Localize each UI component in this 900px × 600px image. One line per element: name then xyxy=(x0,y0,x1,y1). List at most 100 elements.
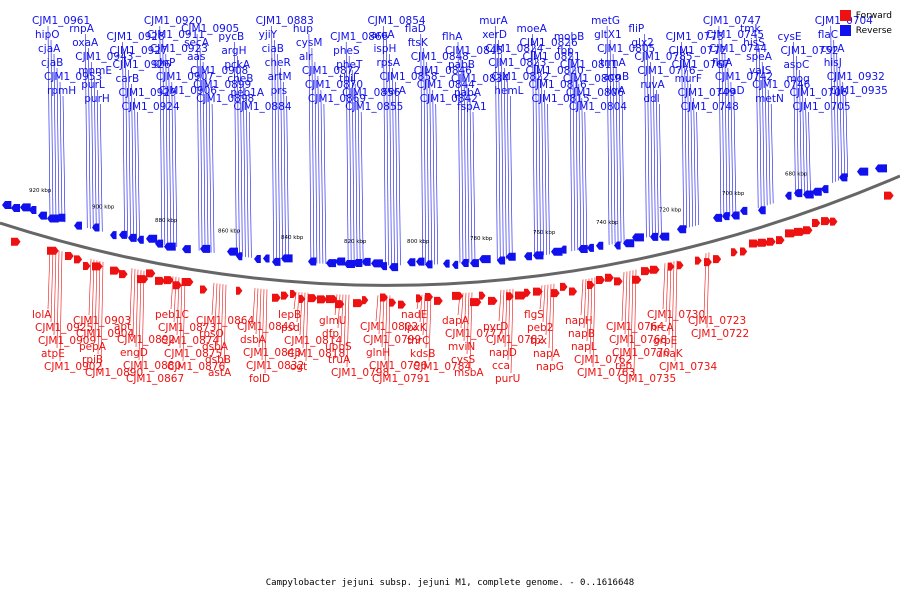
leader-line xyxy=(802,83,805,193)
forward-gene xyxy=(182,277,194,286)
gene-label: argH xyxy=(221,45,246,57)
leader-line xyxy=(653,75,656,236)
reverse-gene xyxy=(452,260,459,269)
gene-label: CJM1_0845 xyxy=(445,45,503,57)
gene-label: CJM1_0904 xyxy=(76,328,134,340)
legend-forward-label: Forward xyxy=(855,10,892,21)
gene-label: CJM1_0866 xyxy=(330,31,388,43)
reverse-gene xyxy=(560,245,567,254)
leader-line xyxy=(693,97,696,226)
reverse-gene xyxy=(344,259,355,268)
leader-line xyxy=(839,67,843,180)
forward-gene xyxy=(731,248,738,257)
leader-line xyxy=(182,278,186,362)
gene-label: CJM1_0796 xyxy=(369,360,427,372)
reverse-gene xyxy=(74,221,82,230)
leader-line xyxy=(761,61,765,207)
gene-label: dsbA xyxy=(240,334,267,346)
leader-line xyxy=(122,41,125,237)
gene-label: ogt xyxy=(290,361,307,373)
scale-label: 680 kbp xyxy=(785,172,808,178)
leader-line xyxy=(429,75,433,265)
gene-label: rpsA xyxy=(376,57,400,69)
forward-gene xyxy=(704,258,712,267)
gene-label: glnH xyxy=(366,347,390,359)
leader-line xyxy=(501,289,505,335)
gene-label: CJM1_0873 xyxy=(158,322,216,334)
reverse-features xyxy=(2,164,887,272)
leader-line xyxy=(211,282,215,316)
leader-line xyxy=(624,271,628,335)
gene-label: CJM1_0747 xyxy=(703,15,761,27)
gene-label: hemL xyxy=(494,85,523,97)
leader-line xyxy=(296,292,300,323)
gene-label: napH xyxy=(565,315,593,327)
gene-label: CJM1_0844 xyxy=(417,79,475,91)
gene-label: dapA xyxy=(442,315,470,327)
reverse-gene xyxy=(335,257,346,266)
leader-line xyxy=(727,67,731,217)
leader-line xyxy=(509,95,513,259)
leader-line xyxy=(575,69,579,251)
reverse-gene xyxy=(578,245,588,254)
forward-gene xyxy=(605,273,614,282)
gene-label: CJM1_0846 xyxy=(414,65,472,77)
reverse-gene xyxy=(506,252,516,261)
gene-label: aroA xyxy=(370,29,395,41)
leader-line xyxy=(633,269,637,374)
leader-line xyxy=(217,283,221,342)
leader-line xyxy=(799,69,802,195)
leader-line xyxy=(255,288,259,335)
leader-line xyxy=(389,53,392,266)
leader-line xyxy=(498,289,502,322)
leader-line xyxy=(696,111,699,226)
leader-line xyxy=(460,55,464,264)
gene-label: CJM1_0899 xyxy=(193,79,251,91)
forward-gene xyxy=(821,217,831,226)
reverse-gene xyxy=(56,213,66,222)
forward-gene xyxy=(299,294,306,303)
gene-label: cysS xyxy=(451,354,475,366)
forward-gene xyxy=(830,217,838,226)
gene-label: CJM1_0809 xyxy=(563,73,621,85)
forward-gene xyxy=(776,236,785,245)
leader-line xyxy=(170,276,174,310)
leader-line xyxy=(168,67,172,246)
gene-label: hipO xyxy=(35,29,60,41)
forward-gene xyxy=(353,299,364,308)
leader-line xyxy=(171,81,175,247)
leader-line xyxy=(375,295,379,322)
leader-line xyxy=(159,25,163,245)
gene-label: xerD xyxy=(482,29,507,41)
gene-label: CJM1_0730 xyxy=(647,309,705,321)
forward-swatch xyxy=(839,10,851,21)
leader-line xyxy=(581,97,585,250)
gene-label: flgS xyxy=(524,309,544,321)
leader-line xyxy=(681,41,684,229)
reverse-gene xyxy=(740,206,748,215)
gene-label: CJM1_0856 xyxy=(342,87,400,99)
leader-line xyxy=(830,25,834,183)
forward-gene xyxy=(398,300,406,309)
leader-line xyxy=(337,294,341,329)
leader-line xyxy=(690,83,693,227)
forward-gene xyxy=(785,229,797,238)
reverse-gene xyxy=(479,255,491,264)
gene-label: CJM1_0806 xyxy=(566,87,624,99)
reverse-gene xyxy=(794,189,803,198)
leader-line xyxy=(808,111,811,191)
gene-label: oxaA xyxy=(72,37,99,49)
gene-label: lolA xyxy=(32,309,52,321)
gene-label: uppS xyxy=(325,341,352,353)
gene-label: dfp xyxy=(322,328,339,340)
reverse-gene xyxy=(164,242,176,251)
gene-label: napG xyxy=(536,361,564,373)
gene-label: CJM1_0927 xyxy=(110,45,168,57)
leader-line xyxy=(314,61,318,264)
gene-label: aspC xyxy=(783,59,809,71)
gene-label: CJM1_0821 xyxy=(523,51,581,63)
gene-label: peb2 xyxy=(527,322,553,334)
leader-line xyxy=(674,260,678,362)
leader-line xyxy=(214,283,218,329)
gene-label: acnB xyxy=(603,71,629,83)
